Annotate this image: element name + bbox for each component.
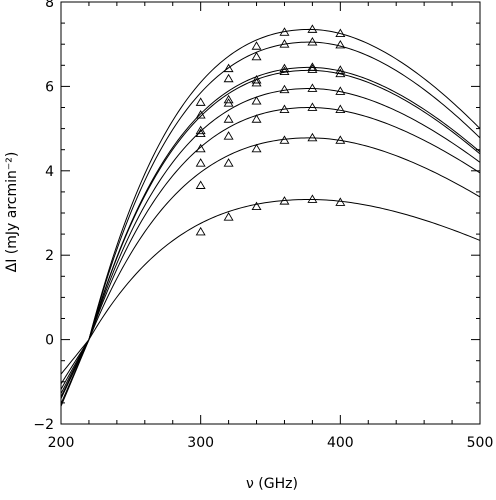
data-point-marker (223, 98, 234, 107)
data-point-marker (251, 201, 262, 211)
y-axis-label: ΔI (mJy arcmin⁻²) (4, 152, 20, 273)
data-point-marker (307, 62, 318, 71)
y-tick-label: 2 (45, 248, 54, 264)
data-point-marker (279, 39, 290, 48)
data-point-marker (195, 158, 206, 167)
y-tick-label: 8 (45, 0, 54, 11)
series-curve-2 (60, 41, 481, 404)
data-point-marker (279, 27, 290, 36)
data-point-marker (251, 96, 262, 105)
data-point-marker (223, 131, 234, 140)
data-point-marker (335, 135, 346, 144)
data-point-marker (223, 94, 234, 104)
data-point-marker (251, 114, 262, 123)
data-point-marker (251, 74, 262, 84)
data-point-marker (223, 212, 234, 221)
data-point-marker (335, 65, 346, 74)
data-point-marker (223, 63, 234, 73)
data-point-marker (307, 102, 318, 111)
data-point-marker (335, 28, 346, 38)
x-tick-label: 300 (187, 435, 214, 451)
axis-ticks (60, 1, 481, 425)
data-point-marker (223, 158, 234, 167)
data-point-marker (335, 104, 346, 114)
series-curves (60, 28, 481, 407)
data-point-marker (307, 37, 318, 46)
data-point-marker (251, 77, 262, 87)
data-point-marker (335, 86, 346, 95)
x-tick-label: 400 (327, 435, 354, 451)
data-point-marker (307, 194, 318, 203)
data-point-marker (251, 143, 262, 153)
data-point-marker (195, 97, 206, 106)
x-tick-label: 500 (467, 435, 494, 451)
data-point-marker (307, 83, 318, 92)
series-curve-4 (60, 69, 481, 398)
data-point-marker (279, 63, 290, 73)
data-point-marker (279, 104, 290, 114)
series-curve-1 (60, 28, 481, 407)
series-curve-7 (60, 137, 481, 385)
series-curve-6 (60, 106, 481, 390)
data-point-marker (279, 135, 290, 144)
data-point-marker (195, 180, 206, 189)
data-point-marker (195, 128, 206, 138)
data-point-marker (279, 84, 290, 94)
data-point-marker (335, 68, 346, 78)
y-tick-label: 4 (45, 164, 54, 180)
data-point-marker (335, 197, 346, 206)
data-point-marker (307, 24, 318, 33)
plot-frame (60, 1, 481, 425)
data-point-marker (223, 114, 234, 123)
series-curve-3 (60, 66, 481, 399)
series-curve-8 (60, 198, 481, 375)
data-point-marker (251, 51, 262, 61)
data-point-marker (335, 39, 346, 49)
x-axis-label: ν (GHz) (246, 476, 298, 492)
y-tick-label: 6 (45, 79, 54, 95)
data-point-marker (223, 73, 234, 83)
x-tick-label: 200 (48, 435, 75, 451)
data-point-marker (279, 196, 290, 205)
data-point-marker (195, 110, 206, 119)
data-point-marker (195, 226, 206, 236)
data-point-marker (251, 41, 262, 50)
series-markers (195, 24, 346, 236)
data-point-marker (195, 125, 206, 135)
data-point-marker (279, 66, 290, 76)
data-point-marker (195, 143, 206, 153)
data-point-marker (307, 64, 318, 73)
series-curve-5 (60, 88, 481, 394)
y-tick-label: 0 (45, 333, 54, 349)
axis-tick-labels: 200 300 400 500 −2 0 2 4 6 8 (33, 0, 493, 451)
data-point-marker (307, 132, 318, 142)
y-tick-label: −2 (33, 417, 54, 433)
